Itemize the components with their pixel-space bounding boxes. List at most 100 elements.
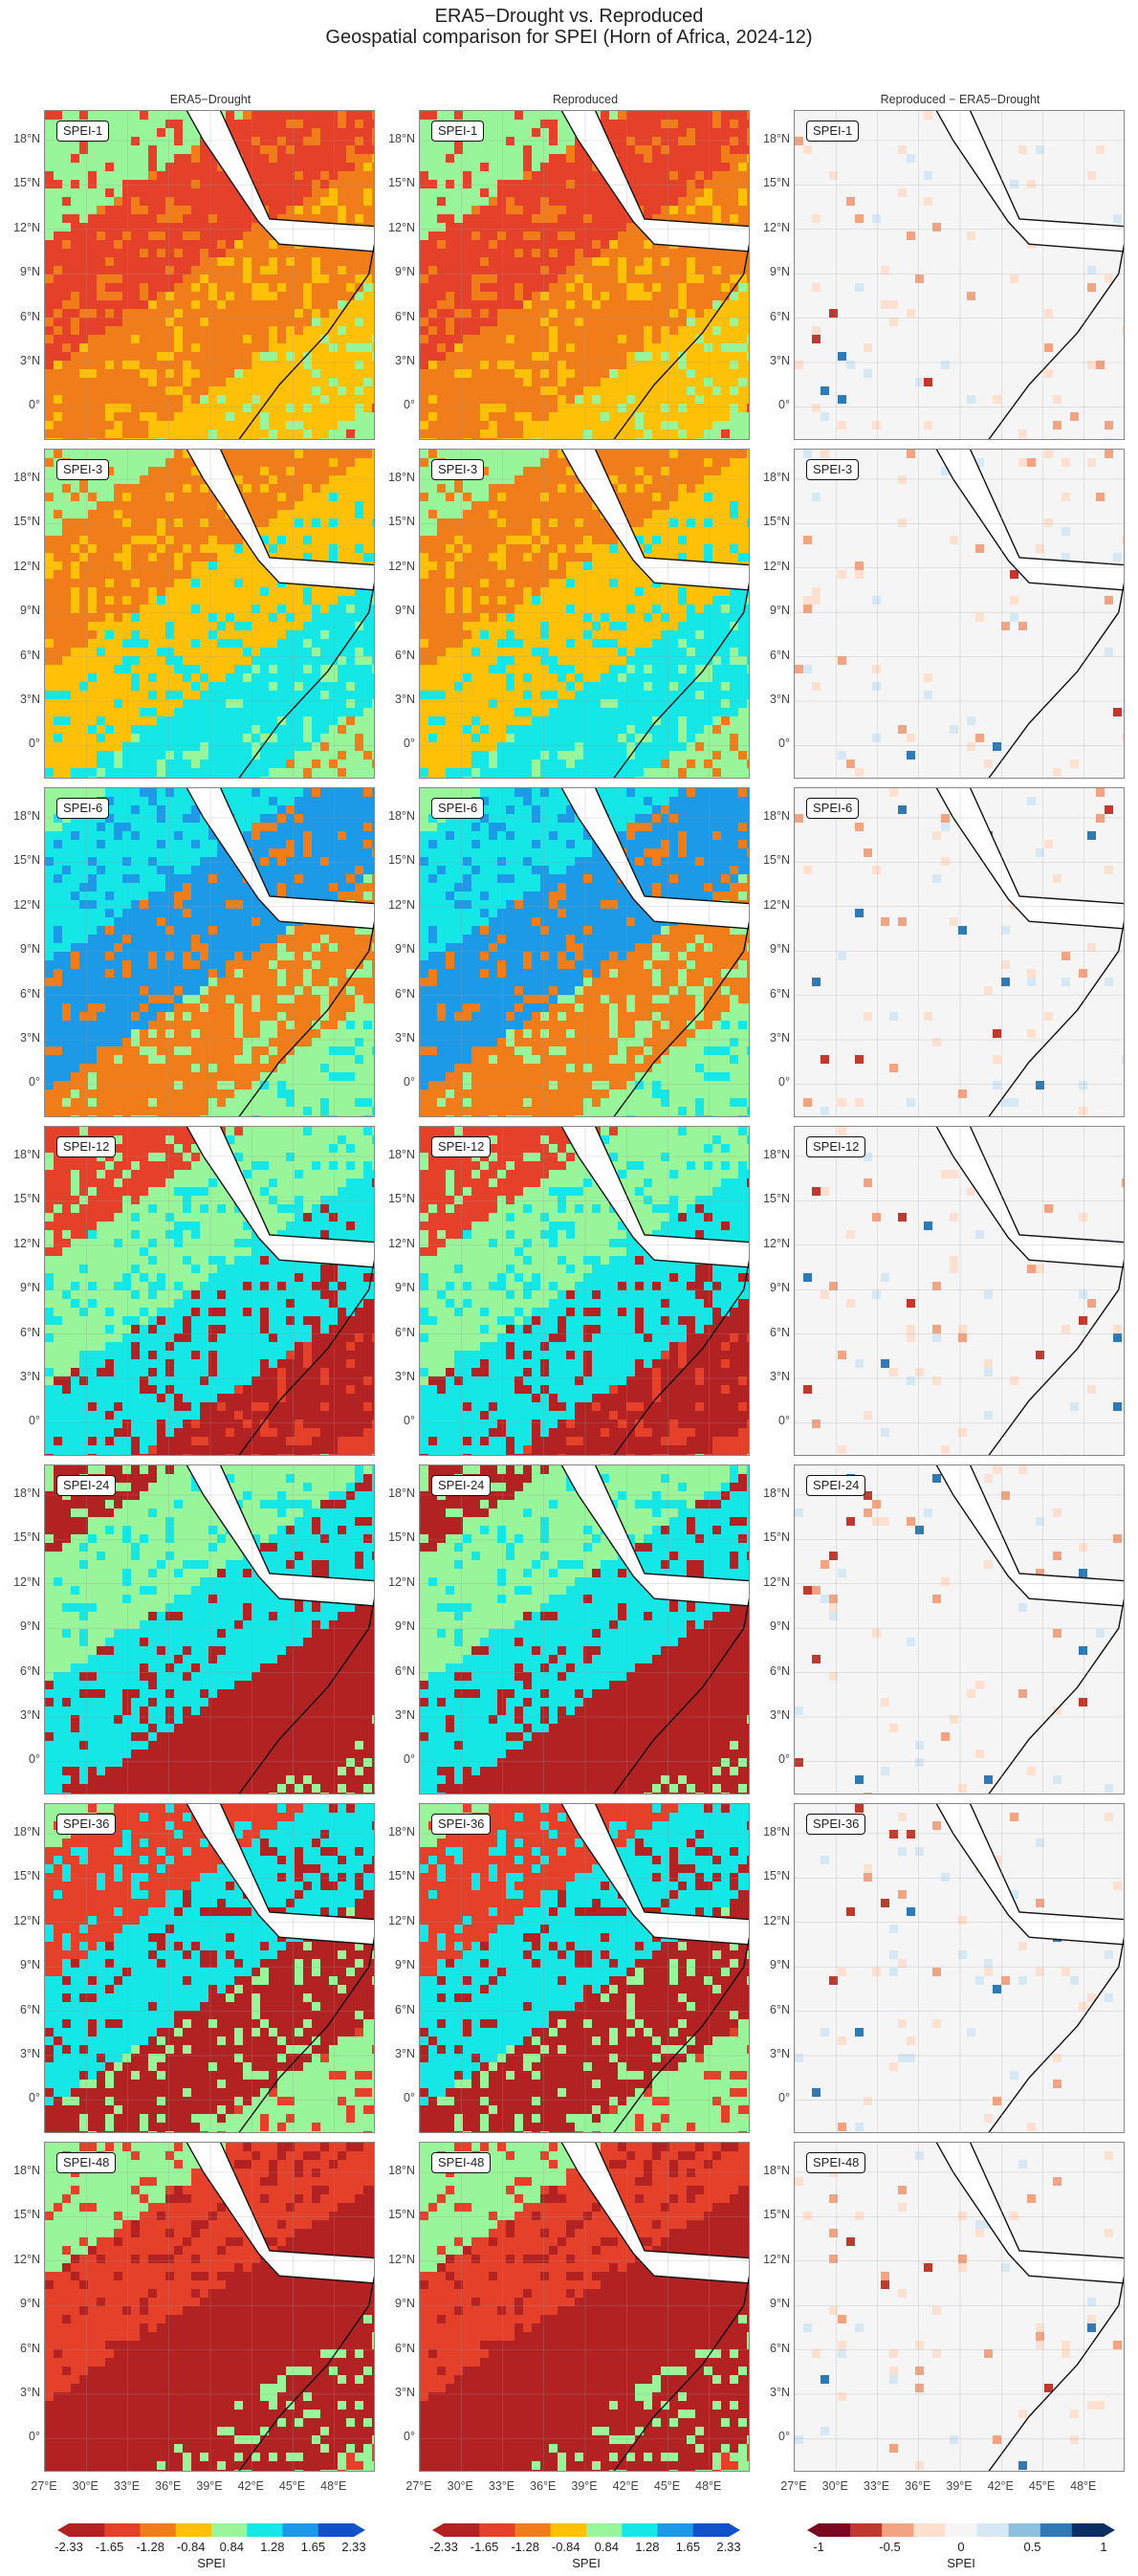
colorbar-tick-label: 1.28 xyxy=(628,2540,667,2554)
lat-tick-label: 6°N xyxy=(6,1326,40,1339)
lon-tick-label: 30°E xyxy=(816,2479,854,2493)
lat-tick-label: 6°N xyxy=(381,1664,415,1678)
lon-tick-label: 27°E xyxy=(400,2479,438,2493)
colorbar-tick-label: 0.84 xyxy=(587,2540,625,2554)
map-panel: SPEI-48 xyxy=(794,2142,1125,2472)
map-panel: SPEI-6 xyxy=(419,787,750,1117)
lat-tick-label: 12°N xyxy=(755,221,790,234)
lat-tick-label: 3°N xyxy=(755,1031,790,1045)
lat-tick-label: 6°N xyxy=(381,310,415,323)
lat-tick-label: 0° xyxy=(6,737,40,750)
lat-tick-label: 0° xyxy=(381,2430,415,2443)
lat-tick-label: 15°N xyxy=(755,176,790,189)
map-canvas xyxy=(795,1804,1124,2132)
colorbar-tick-label: -0.84 xyxy=(172,2540,210,2554)
lat-tick-label: 15°N xyxy=(755,1530,790,1544)
lat-tick-label: 12°N xyxy=(381,2253,415,2266)
lat-tick-label: 15°N xyxy=(755,515,790,528)
map-canvas xyxy=(795,111,1124,439)
lat-tick-label: 18°N xyxy=(6,1825,40,1838)
colorbar-tick-label: -2.33 xyxy=(50,2540,88,2554)
lat-tick-label: 9°N xyxy=(381,604,415,617)
lon-tick-label: 30°E xyxy=(66,2479,104,2493)
colorbar-diff xyxy=(807,2523,1115,2537)
lat-tick-label: 9°N xyxy=(755,1619,790,1633)
map-panel: SPEI-3 xyxy=(44,449,375,779)
lat-tick-label: 0° xyxy=(755,1414,790,1427)
panel-index-label: SPEI-24 xyxy=(431,1475,492,1496)
lat-tick-label: 18°N xyxy=(6,809,40,823)
lat-tick-label: 15°N xyxy=(381,2208,415,2221)
lat-tick-label: 6°N xyxy=(6,1664,40,1678)
lat-tick-label: 15°N xyxy=(6,853,40,867)
panel-index-label: SPEI-6 xyxy=(56,798,110,819)
lon-tick-label: 27°E xyxy=(775,2479,813,2493)
lat-tick-label: 15°N xyxy=(6,1869,40,1882)
lat-tick-label: 0° xyxy=(6,2430,40,2443)
panel-index-label: SPEI-3 xyxy=(431,459,485,480)
map-canvas xyxy=(795,450,1124,778)
lon-tick-label: 42°E xyxy=(231,2479,270,2493)
map-panel: SPEI-12 xyxy=(794,1126,1125,1456)
lat-tick-label: 3°N xyxy=(755,1708,790,1722)
panel-index-label: SPEI-36 xyxy=(806,1814,866,1835)
map-panel: SPEI-3 xyxy=(419,449,750,779)
map-panel: SPEI-3 xyxy=(794,449,1125,779)
lon-tick-label: 39°E xyxy=(565,2479,603,2493)
colorbar-tick-label: 1 xyxy=(1084,2540,1123,2554)
lat-tick-label: 12°N xyxy=(755,560,790,573)
lat-tick-label: 6°N xyxy=(755,310,790,323)
lat-tick-label: 18°N xyxy=(755,2164,790,2177)
figure-title: ERA5−Drought vs. Reproduced xyxy=(0,6,1138,28)
lat-tick-label: 6°N xyxy=(381,2003,415,2016)
lat-tick-label: 6°N xyxy=(755,1664,790,1678)
lon-tick-label: 48°E xyxy=(1064,2479,1103,2493)
lat-tick-label: 3°N xyxy=(6,693,40,706)
map-canvas xyxy=(420,1465,749,1794)
lon-tick-label: 42°E xyxy=(981,2479,1019,2493)
map-canvas xyxy=(45,111,374,439)
lat-tick-label: 12°N xyxy=(6,2253,40,2266)
lat-tick-label: 18°N xyxy=(381,809,415,823)
lat-tick-label: 0° xyxy=(381,2091,415,2104)
colorbar-title: SPEI xyxy=(558,2556,615,2570)
colorbar-tick-label: -1.65 xyxy=(466,2540,504,2554)
lat-tick-label: 12°N xyxy=(6,1914,40,1927)
lat-tick-label: 15°N xyxy=(755,853,790,867)
map-panel: SPEI-36 xyxy=(794,1803,1125,2133)
map-canvas xyxy=(795,2143,1124,2471)
lat-tick-label: 18°N xyxy=(381,1825,415,1838)
lat-tick-label: 0° xyxy=(381,737,415,750)
map-canvas xyxy=(45,450,374,778)
map-canvas xyxy=(45,2143,374,2471)
lat-tick-label: 0° xyxy=(381,1414,415,1427)
lon-tick-label: 42°E xyxy=(606,2479,645,2493)
lat-tick-label: 18°N xyxy=(6,2164,40,2177)
map-panel: SPEI-36 xyxy=(44,1803,375,2133)
lat-tick-label: 15°N xyxy=(6,1192,40,1205)
colorbar-tick-label: -1.65 xyxy=(91,2540,129,2554)
panel-index-label: SPEI-48 xyxy=(56,2152,117,2173)
lat-tick-label: 9°N xyxy=(755,1958,790,1971)
lat-tick-label: 6°N xyxy=(6,987,40,1001)
lat-tick-label: 9°N xyxy=(755,265,790,278)
lat-tick-label: 12°N xyxy=(755,1575,790,1589)
lat-tick-label: 18°N xyxy=(6,1486,40,1500)
lat-tick-label: 0° xyxy=(755,1075,790,1089)
panel-index-label: SPEI-6 xyxy=(806,798,860,819)
lat-tick-label: 18°N xyxy=(6,132,40,145)
map-canvas xyxy=(45,1127,374,1455)
lat-tick-label: 3°N xyxy=(381,693,415,706)
lon-tick-label: 48°E xyxy=(689,2479,728,2493)
panel-index-label: SPEI-24 xyxy=(56,1475,117,1496)
lat-tick-label: 3°N xyxy=(6,354,40,367)
lon-tick-label: 30°E xyxy=(441,2479,479,2493)
lon-tick-label: 33°E xyxy=(483,2479,521,2493)
lat-tick-label: 6°N xyxy=(6,2003,40,2016)
lat-tick-label: 15°N xyxy=(381,1869,415,1882)
lat-tick-label: 3°N xyxy=(755,2386,790,2399)
lat-tick-label: 0° xyxy=(381,1075,415,1089)
colorbar-tick-label: 0.84 xyxy=(212,2540,251,2554)
lat-tick-label: 12°N xyxy=(6,1575,40,1589)
colorbar-tick-label: 2.33 xyxy=(335,2540,373,2554)
